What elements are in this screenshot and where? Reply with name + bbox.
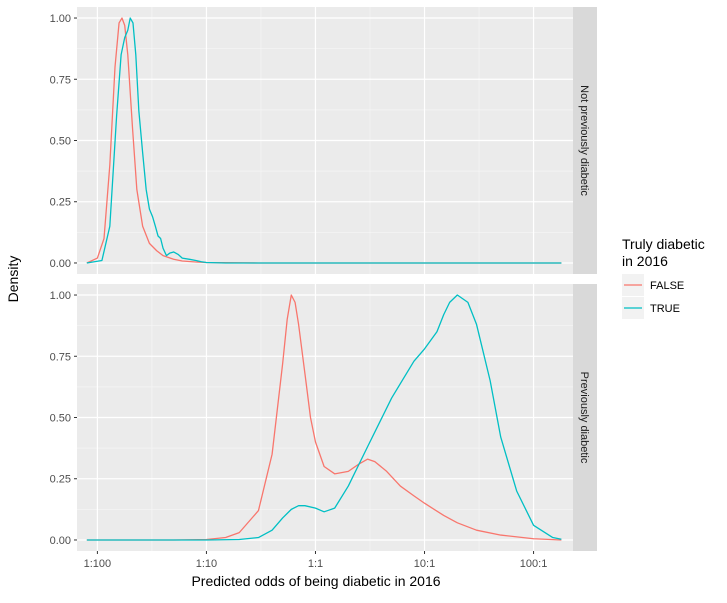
strip-background — [573, 284, 597, 551]
y-tick-label: 0.75 — [50, 74, 71, 86]
y-tick-label: 1.00 — [50, 290, 71, 302]
y-tick-label: 0.75 — [50, 351, 71, 363]
y-tick-label: 0.00 — [50, 535, 71, 547]
series-line-true — [86, 17, 562, 264]
y-tick-label: 0.50 — [50, 136, 71, 148]
x-tick-label: 1:1 — [308, 558, 323, 570]
y-axis-title: Density — [5, 256, 21, 303]
strip-label: Not previously diabetic — [578, 85, 590, 196]
panel-0: 0.00 0.25 0.50 0.75 1.00 Not previously diabe… — [50, 7, 597, 274]
x-tick-label: 10:1 — [414, 558, 435, 570]
x-tick-label: 100:1 — [520, 558, 548, 570]
legend-entries: FALSE TRUE — [622, 274, 684, 319]
series-line-true — [86, 294, 562, 541]
x-axis: 1:100 1:10 1:1 10:1 100:1 — [84, 551, 548, 570]
legend: Truly diabetic in 2016 FALSE TRUE — [622, 236, 705, 319]
y-tick-label: 0.50 — [50, 413, 71, 425]
y-tick-label: 0.00 — [50, 258, 71, 270]
x-tick-label: 1:100 — [84, 558, 112, 570]
y-tick-label: 0.25 — [50, 197, 71, 209]
panels-layer: 0.00 0.25 0.50 0.75 1.00 Not previously diabe… — [50, 7, 597, 570]
y-tick-label: 1.00 — [50, 13, 71, 25]
x-axis-title: Predicted odds of being diabetic in 2016 — [191, 573, 440, 589]
y-tick-label: 0.25 — [50, 474, 71, 486]
legend-title-line2: in 2016 — [622, 253, 668, 269]
legend-title-line1: Truly diabetic — [622, 236, 705, 252]
strip-label: Previously diabetic — [578, 372, 590, 464]
strip-background — [573, 7, 597, 274]
legend-label-true: TRUE — [650, 303, 680, 315]
legend-label-false: FALSE — [650, 280, 684, 292]
series-line-false — [86, 294, 562, 541]
panel-1: 0.00 0.25 0.50 0.75 1.00 Previously diabetic — [50, 284, 597, 551]
x-tick-label: 1:10 — [196, 558, 217, 570]
